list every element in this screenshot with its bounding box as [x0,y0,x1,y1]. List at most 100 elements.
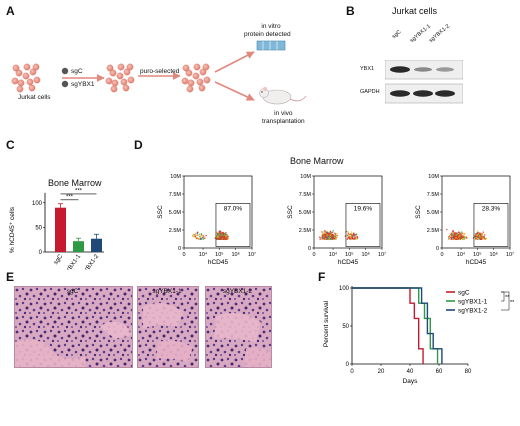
flow-y-tick-label: 5.0M [427,210,440,216]
flow-event-dot [465,236,468,238]
cell-icon [15,69,23,77]
flow-event-dot [350,231,353,233]
survival-sig-label: ** [510,300,515,306]
flow-event-dot [320,236,322,239]
flow-event-dot [201,234,204,237]
flow-event-dot [219,231,221,233]
flow-y-tick-label: 0 [178,246,181,252]
arrow-invitro [214,51,255,73]
flow-event-dot [201,236,204,239]
in-vivo-label: in vivo transplantation [262,110,305,126]
flow-event-dot [225,235,228,237]
flow-y-label: SSC [287,205,294,219]
flow-event-dot [328,236,331,238]
bar-sgybx1-1 [73,241,84,252]
flow-y-tick-label: 10M [300,174,311,180]
blot-title: Jurkat cells [392,6,438,16]
flow-y-label: SSC [157,205,164,219]
cell-icon [23,63,31,71]
cell-icon [116,72,124,80]
flow-event-dot [328,237,331,240]
survival-x-tick-label: 80 [465,369,472,375]
flow-event-dot [217,232,219,234]
flow-event-dot [222,235,224,238]
flow-event-dot [458,235,461,237]
flow-event-dot [194,235,197,238]
bar-chart-title: Bone Marrow [48,178,102,188]
flow-event-dot [333,235,336,237]
cell-icon [181,77,189,85]
cell-icon [202,63,210,71]
flow-x-tick-label: 10⁴ [199,251,208,258]
flow-event-dot [460,232,462,235]
cell-icon [126,63,134,71]
jurkat-cells-label: Jurkat cells [18,94,51,101]
flow-y-tick-label: 0 [436,246,439,252]
flow-event-dot [463,238,465,240]
flow-event-dot [347,237,349,240]
survival-y-tick-label: 0 [346,362,350,368]
flow-event-dot [448,237,451,239]
flow-event-dot [475,233,477,236]
bar-chart: % hCD45⁺ cells 0 50 100 sgCsgYBX1-1sgYBX1-2… [9,188,104,270]
flow-plot-1: sgC02.5M5.0M7.5M10M010⁴10⁵10⁶10⁷hCD45SSC… [157,174,256,266]
flow-event-dot [356,236,359,239]
flow-event-dot [331,237,334,240]
flow-event-dot [450,233,452,235]
flow-event-dot [480,238,483,241]
flow-event-dot [483,238,486,241]
flow-event-dot [325,236,328,239]
flow-event-dot [353,234,356,237]
flow-event-dot [332,230,334,232]
flow-event-dot [482,231,485,233]
flow-event-dot [453,236,456,238]
selected-cell-cluster [181,63,211,93]
flow-x-tick-label: 10⁵ [345,251,353,258]
flow-event-dot [202,235,205,237]
cell-icon [198,84,206,92]
flow-event-dot [223,232,226,235]
flow-event-dot [223,236,226,238]
bar-y-tick-label: 100 [32,201,43,207]
cell-icon [182,64,190,72]
cell-icon [127,76,135,84]
flow-x-tick-label: 0 [182,252,185,258]
flow-x-label: hCD45 [338,259,359,266]
flow-event-dot [192,233,195,236]
bar-category-label: sgC [53,253,64,266]
histology-label-sgybx1-1: sgYBX1-1 [152,288,182,295]
cell-icon [28,84,36,92]
flow-event-dot [458,231,460,233]
histology-label-sgybx1-2: sgYBX1-2 [222,288,253,295]
band-ybx1-sgybx1-1 [414,67,432,72]
flow-event-dot [200,237,203,240]
panel-label-d: D [134,138,143,152]
flow-event-dot [452,237,454,240]
flow-event-dot [473,235,476,237]
flow-event-dot [462,236,464,239]
flow-event-dot [482,233,484,235]
flow-y-tick-label: 7.5M [169,192,182,198]
cell-icon [196,78,204,86]
flow-event-dot [464,236,467,238]
flow-event-dot [321,238,324,240]
flow-x-tick-label: 10⁷ [378,251,386,258]
flow-event-dot [347,231,349,233]
panel-label-c: C [6,138,15,152]
cell-icon [187,79,195,87]
flow-x-label: hCD45 [466,259,487,266]
bar-sgc [55,207,66,252]
cell-icon [186,85,194,93]
flow-gate-percent: 28.3% [482,206,501,213]
flow-event-dot [457,236,459,238]
flow-event-dot [222,238,225,240]
flow-event-dot [319,238,321,240]
flow-event-dot [200,233,203,235]
flow-event-dot [198,235,201,238]
cell-icon [199,68,207,76]
flow-y-label: SSC [415,205,422,219]
in-vivo-line1: in vivo [274,110,293,117]
mouse-icon [259,87,307,105]
blot-row-gapdh: GAPDH [360,89,380,95]
flow-event-dot [482,235,484,237]
